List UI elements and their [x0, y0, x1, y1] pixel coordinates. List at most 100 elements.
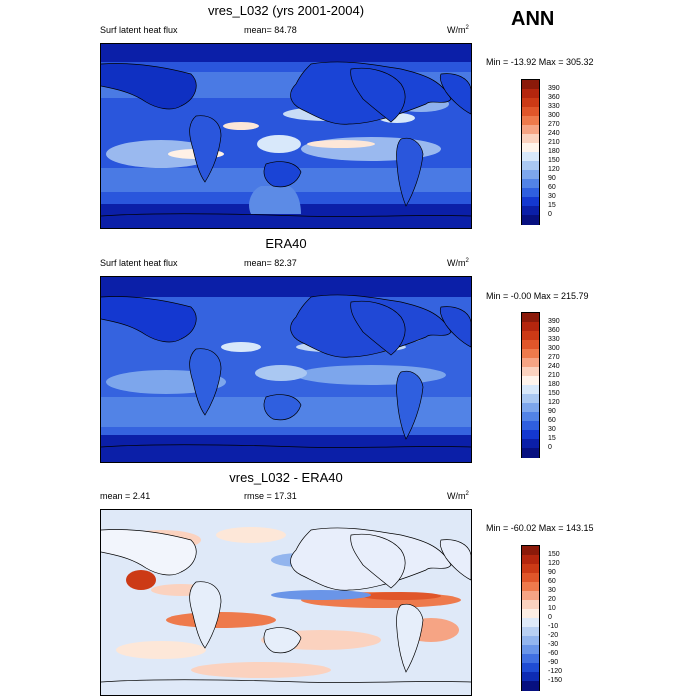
colorbar-tick-label: 90: [548, 408, 556, 415]
colorbar-segment: [522, 564, 539, 574]
colorbar-segment: [522, 412, 539, 422]
panel-3-map: [100, 509, 472, 696]
colorbar-tick-label: 20: [548, 596, 556, 603]
colorbar-segment: [522, 152, 539, 162]
colorbar-tick-label: 210: [548, 372, 560, 379]
colorbar-tick-label: 0: [548, 614, 552, 621]
panel-2-minmax: Min = -0.00 Max = 215.79: [486, 291, 589, 301]
colorbar-segment: [522, 672, 539, 682]
colorbar-tick-label: 30: [548, 587, 556, 594]
panel-3-map-field: [101, 510, 471, 695]
panel-1-minmax: Min = -13.92 Max = 305.32: [486, 57, 594, 67]
panel-2-mean-label: mean= 82.37: [244, 258, 297, 268]
colorbar-segment: [522, 681, 539, 691]
colorbar-segment: [522, 385, 539, 395]
colorbar-segment: [522, 403, 539, 413]
colorbar-segment: [522, 448, 539, 458]
colorbar-segment: [522, 618, 539, 628]
colorbar-tick-label: 150: [548, 551, 560, 558]
panel-3-title: vres_L032 - ERA40: [229, 470, 343, 485]
panel-1-title: vres_L032 (yrs 2001-2004): [207, 3, 365, 18]
colorbar-segment: [522, 636, 539, 646]
colorbar-segment: [522, 80, 539, 90]
colorbar-segment: [522, 645, 539, 655]
colorbar-tick-label: 120: [548, 560, 560, 567]
colorbar-segment: [522, 394, 539, 404]
colorbar-tick-label: -120: [548, 668, 563, 675]
colorbar-segment: [522, 663, 539, 673]
colorbar-tick-label: 300: [548, 345, 560, 352]
panel-3-rmse-label: rmse = 17.31: [244, 491, 297, 501]
season-label: ANN: [511, 8, 555, 30]
panel-1-units-label: W/m2: [447, 25, 469, 35]
colorbar-tick-label: 30: [548, 426, 556, 433]
panel-3-mean-label: mean = 2.41: [100, 491, 151, 501]
colorbar-tick-label: 330: [548, 103, 560, 110]
colorbar-segment: [522, 116, 539, 126]
colorbar-tick-label: 60: [548, 417, 556, 424]
colorbar-tick-label: 10: [548, 605, 556, 612]
panel-2-map: [100, 276, 472, 463]
panel-3-colorbar: [521, 545, 540, 691]
colorbar-tick-label: 270: [548, 354, 560, 361]
panel-1-mean-label: mean= 84.78: [244, 25, 297, 35]
panel-2-title: ERA40: [265, 236, 307, 251]
colorbar-tick-label: 15: [548, 435, 556, 442]
colorbar-segment: [522, 358, 539, 368]
colorbar-segment: [522, 654, 539, 664]
colorbar-tick-label: 120: [548, 166, 560, 173]
colorbar-tick-label: 390: [548, 85, 560, 92]
colorbar-segment: [522, 573, 539, 583]
colorbar-tick-label: 180: [548, 381, 560, 388]
colorbar-tick-label: 60: [548, 578, 556, 585]
colorbar-tick-label: 90: [548, 569, 556, 576]
panel-1-colorbar: [521, 79, 540, 225]
colorbar-segment: [522, 98, 539, 108]
panel-2-variable-label: Surf latent heat flux: [100, 258, 178, 268]
colorbar-segment: [522, 439, 539, 449]
panel-1-map-field: [101, 44, 471, 228]
colorbar-tick-label: 240: [548, 363, 560, 370]
panel-1-variable-label: Surf latent heat flux: [100, 25, 178, 35]
colorbar-segment: [522, 430, 539, 440]
colorbar-segment: [522, 322, 539, 332]
colorbar-segment: [522, 206, 539, 216]
colorbar-tick-label: 240: [548, 130, 560, 137]
colorbar-segment: [522, 179, 539, 189]
colorbar-segment: [522, 340, 539, 350]
panel-2-units-label: W/m2: [447, 258, 469, 268]
colorbar-tick-label: 0: [548, 211, 552, 218]
colorbar-segment: [522, 134, 539, 144]
colorbar-segment: [522, 125, 539, 135]
colorbar-segment: [522, 591, 539, 601]
colorbar-segment: [522, 600, 539, 610]
colorbar-segment: [522, 161, 539, 171]
colorbar-segment: [522, 89, 539, 99]
colorbar-segment: [522, 421, 539, 431]
panel-3-units-label: W/m2: [447, 491, 469, 501]
colorbar-tick-label: 180: [548, 148, 560, 155]
colorbar-tick-label: -90: [548, 659, 559, 666]
colorbar-tick-label: 390: [548, 318, 560, 325]
colorbar-tick-label: 150: [548, 157, 560, 164]
colorbar-tick-label: 210: [548, 139, 560, 146]
colorbar-tick-label: 360: [548, 327, 560, 334]
colorbar-tick-label: -30: [548, 641, 559, 648]
colorbar-tick-label: 30: [548, 193, 556, 200]
colorbar-tick-label: 90: [548, 175, 556, 182]
colorbar-segment: [522, 331, 539, 341]
colorbar-tick-label: -10: [548, 623, 559, 630]
colorbar-tick-label: 150: [548, 390, 560, 397]
panel-1-map: [100, 43, 472, 229]
colorbar-segment: [522, 215, 539, 225]
colorbar-segment: [522, 609, 539, 619]
colorbar-tick-label: 270: [548, 121, 560, 128]
colorbar-segment: [522, 582, 539, 592]
panel-3-minmax: Min = -60.02 Max = 143.15: [486, 523, 594, 533]
colorbar-tick-label: 0: [548, 444, 552, 451]
colorbar-segment: [522, 143, 539, 153]
colorbar-segment: [522, 627, 539, 637]
colorbar-segment: [522, 197, 539, 207]
panel-2-colorbar: [521, 312, 540, 458]
colorbar-tick-label: -60: [548, 650, 559, 657]
